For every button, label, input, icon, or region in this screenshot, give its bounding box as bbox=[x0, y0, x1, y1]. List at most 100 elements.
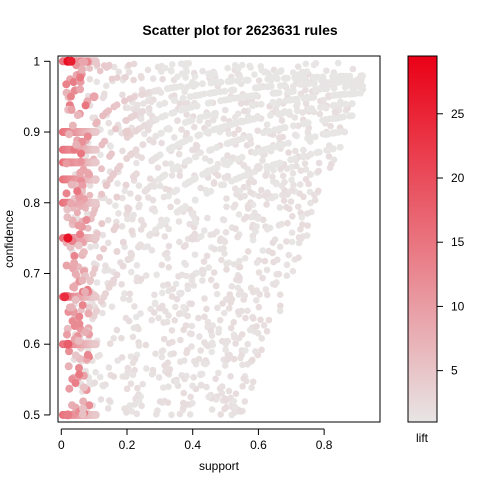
colorbar-label: lift bbox=[416, 431, 429, 445]
scatter-point bbox=[162, 160, 169, 167]
scatter-point bbox=[106, 198, 113, 205]
scatter-point bbox=[315, 159, 323, 167]
scatter-point bbox=[135, 182, 143, 189]
scatter-point bbox=[281, 124, 289, 131]
scatter-point bbox=[182, 64, 190, 71]
scatter-point bbox=[105, 364, 113, 371]
scatter-point bbox=[155, 314, 162, 322]
scatter-point bbox=[108, 150, 115, 158]
scatter-point bbox=[225, 139, 232, 147]
scatter-point bbox=[62, 261, 71, 270]
scatter-point bbox=[300, 193, 307, 201]
scatter-point bbox=[221, 362, 229, 369]
scatter-point bbox=[190, 282, 197, 289]
scatter-point bbox=[150, 309, 158, 316]
scatter-point bbox=[122, 74, 129, 81]
scatter-point bbox=[351, 90, 359, 97]
scatter-point bbox=[159, 302, 166, 310]
scatter-point bbox=[240, 107, 248, 115]
scatter-point bbox=[332, 91, 340, 99]
scatter-point bbox=[84, 210, 91, 217]
scatter-point bbox=[179, 94, 187, 102]
scatter-point bbox=[184, 285, 192, 293]
scatter-point bbox=[258, 335, 266, 342]
scatter-point bbox=[134, 101, 141, 109]
scatter-point bbox=[188, 116, 196, 124]
scatter-point bbox=[133, 262, 141, 269]
scatter-point bbox=[173, 208, 181, 216]
scatter-point bbox=[63, 330, 71, 339]
scatter-point bbox=[131, 401, 138, 408]
scatter-point bbox=[162, 185, 169, 193]
scatter-point bbox=[267, 111, 274, 119]
scatter-point bbox=[70, 258, 79, 267]
scatter-point bbox=[104, 62, 111, 70]
scatter-point bbox=[86, 191, 94, 199]
scatter-point bbox=[277, 302, 284, 310]
scatter-point bbox=[102, 290, 109, 298]
scatter-point bbox=[255, 192, 263, 200]
scatter-point bbox=[183, 401, 190, 408]
scatter-point bbox=[137, 72, 145, 80]
scatter-point bbox=[165, 192, 172, 200]
lift-colorbar-axis: 5 10 15 20 25 bbox=[436, 107, 465, 378]
scatter-point bbox=[212, 109, 219, 117]
scatter-point bbox=[348, 83, 356, 91]
scatter-point bbox=[241, 192, 248, 200]
scatter-point bbox=[293, 107, 301, 115]
scatter-point bbox=[129, 359, 137, 367]
scatter-point bbox=[264, 291, 271, 299]
scatter-point bbox=[336, 72, 344, 80]
scatter-point bbox=[68, 121, 77, 130]
scatter-point bbox=[75, 312, 84, 321]
scatter-point bbox=[235, 126, 242, 133]
y-tick-label: 1 bbox=[33, 54, 40, 68]
scatter-point bbox=[168, 109, 176, 117]
scatter-point bbox=[356, 89, 364, 97]
scatter-point bbox=[148, 370, 156, 378]
scatter-point bbox=[227, 324, 235, 332]
scatter-point bbox=[84, 224, 92, 232]
scatter-point bbox=[219, 216, 227, 223]
scatter-point bbox=[64, 362, 73, 371]
scatter-point bbox=[158, 139, 165, 147]
scatter-point bbox=[113, 101, 121, 109]
plot-frame bbox=[57, 55, 381, 423]
scatter-point bbox=[188, 210, 196, 218]
scatter-point bbox=[230, 334, 238, 341]
scatter-point bbox=[209, 322, 216, 329]
scatter-point bbox=[225, 130, 233, 137]
scatter-point bbox=[212, 375, 219, 383]
scatter-point bbox=[78, 410, 87, 419]
scatter-point bbox=[114, 74, 121, 81]
scatter-point bbox=[85, 401, 94, 410]
scatter-point bbox=[303, 119, 311, 127]
scatter-point bbox=[82, 216, 91, 224]
scatter-point bbox=[160, 335, 168, 343]
scatter-point bbox=[186, 177, 194, 185]
scatter-point bbox=[223, 266, 230, 273]
scatter-point bbox=[189, 146, 196, 154]
scatter-point bbox=[207, 276, 215, 284]
scatter-point bbox=[273, 75, 281, 83]
scatter-point bbox=[140, 122, 148, 130]
scatter-point bbox=[183, 349, 190, 357]
scatter-point bbox=[289, 87, 297, 95]
scatter-point bbox=[165, 242, 173, 250]
scatter-point bbox=[215, 325, 223, 333]
scatter-point bbox=[183, 111, 190, 118]
scatter-point bbox=[178, 126, 185, 133]
scatter-point bbox=[165, 225, 172, 233]
scatter-point bbox=[121, 187, 128, 195]
scatter-point bbox=[316, 110, 324, 118]
scatter-point bbox=[320, 96, 327, 104]
scatter-point bbox=[289, 170, 297, 177]
scatter-point bbox=[228, 177, 236, 185]
scatter-point bbox=[148, 157, 156, 165]
scatter-point bbox=[296, 181, 304, 188]
scatter-point bbox=[94, 353, 101, 360]
scatter-point bbox=[293, 132, 301, 140]
scatter-point bbox=[222, 346, 229, 354]
scatter-point bbox=[255, 269, 263, 276]
scatter-point bbox=[232, 340, 239, 347]
